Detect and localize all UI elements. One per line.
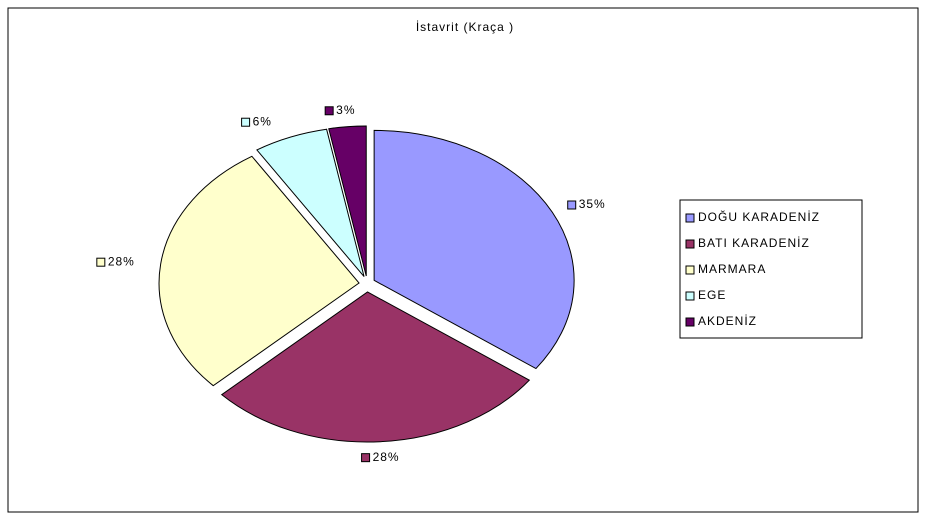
data-label: 35% bbox=[579, 197, 606, 211]
legend-label: AKDENİZ bbox=[698, 314, 757, 328]
data-label: 6% bbox=[253, 114, 272, 128]
chart-title: İstavrit (Kraça ) bbox=[416, 20, 514, 34]
legend-label: EGE bbox=[698, 288, 726, 302]
pie-slice bbox=[373, 129, 575, 370]
pie-slice bbox=[158, 155, 360, 387]
legend-swatch bbox=[685, 239, 695, 249]
pie-slice bbox=[256, 128, 365, 277]
pie-slice bbox=[328, 125, 367, 277]
data-label-swatch bbox=[361, 453, 371, 463]
legend-label: BATI KARADENİZ bbox=[698, 236, 810, 250]
legend-swatch bbox=[685, 213, 695, 223]
legend-swatch bbox=[685, 317, 695, 327]
data-label: 3% bbox=[336, 103, 355, 117]
data-label-swatch bbox=[324, 106, 334, 116]
data-label: 28% bbox=[108, 254, 135, 268]
data-label: 28% bbox=[373, 450, 400, 464]
legend-box bbox=[679, 199, 863, 339]
legend-label: DOĞU KARADENİZ bbox=[698, 209, 820, 224]
pie-slice bbox=[220, 291, 531, 443]
data-label-swatch bbox=[96, 257, 106, 267]
data-label-swatch bbox=[241, 117, 251, 127]
legend-swatch bbox=[685, 291, 695, 301]
legend-label: MARMARA bbox=[698, 262, 766, 276]
data-label-swatch bbox=[567, 200, 577, 210]
legend-swatch bbox=[685, 265, 695, 275]
